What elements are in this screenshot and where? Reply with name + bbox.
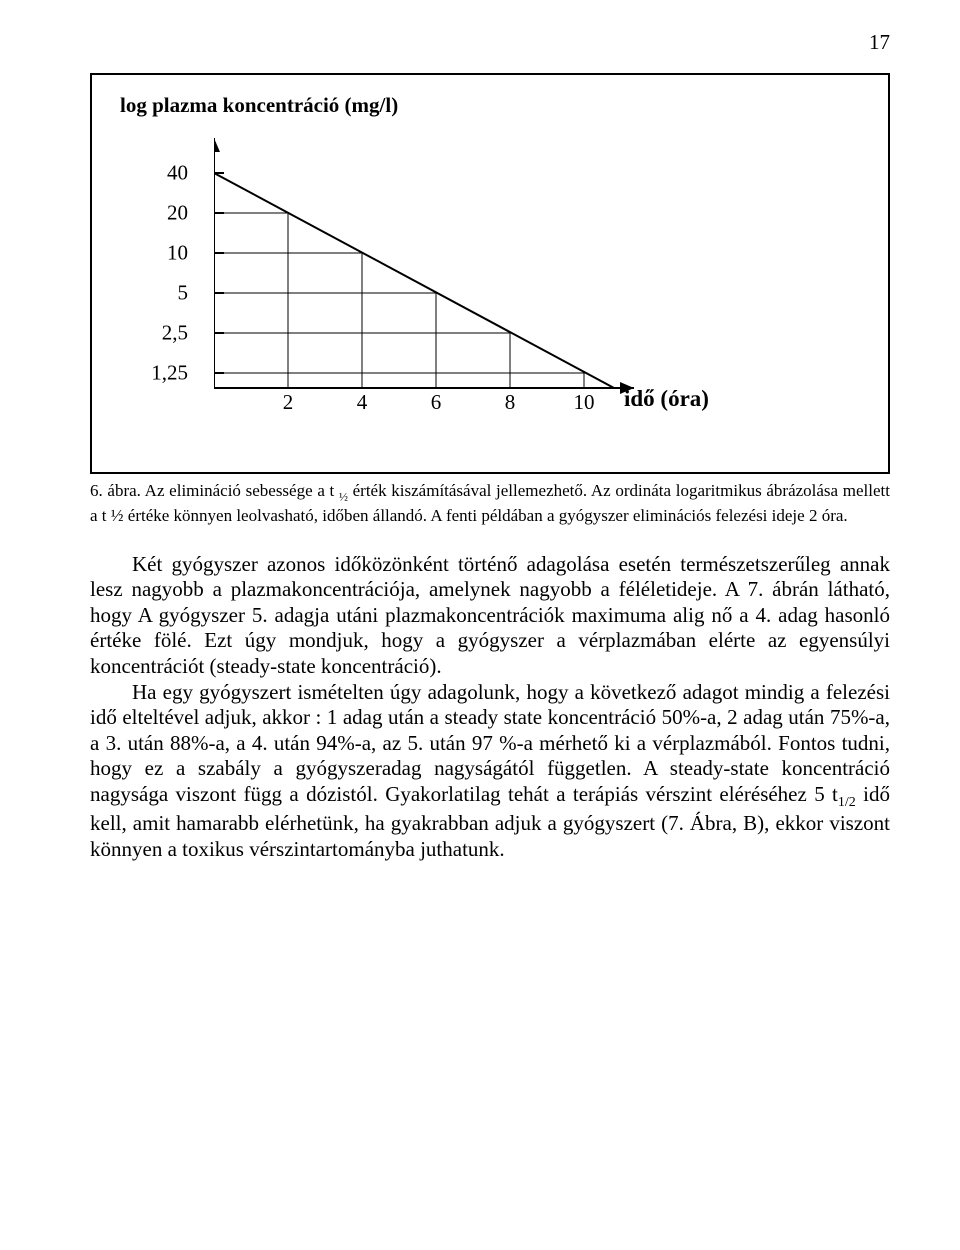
y-axis-labels: 40 20 10 5 2,5 1,25 [142,138,202,428]
paragraph-2: Ha egy gyógyszert ismételten úgy adagolu… [90,680,890,863]
chart-svg [214,138,644,398]
x-tick-label: 6 [431,390,442,415]
body-text: Két gyógyszer azonos időközönként történ… [90,552,890,863]
y-tick-label: 5 [178,281,189,306]
x-tick-label: 8 [505,390,516,415]
y-tick-label: 1,25 [151,361,188,386]
y-axis-title: log plazma koncentráció (mg/l) [120,93,866,118]
y-tick-label: 10 [167,241,188,266]
y-tick-label: 20 [167,201,188,226]
x-tick-label: 2 [283,390,294,415]
para2-a: Ha egy gyógyszert ismételten úgy adagolu… [90,680,890,806]
y-tick-label: 2,5 [162,321,188,346]
page-number: 17 [90,30,890,55]
caption-lead: 6. ábra. [90,481,141,500]
chart-area: 40 20 10 5 2,5 1,25 [144,138,866,428]
y-tick-label: 40 [167,161,188,186]
chart-container: log plazma koncentráció (mg/l) 40 20 10 … [90,73,890,474]
para2-sub: 1/2 [838,795,856,810]
x-axis-title: idő (óra) [624,386,709,412]
x-tick-label: 4 [357,390,368,415]
caption-text-a: Az elimináció sebessége a t [141,481,339,500]
x-tick-label: 10 [574,390,595,415]
caption-half: ½ [339,489,348,503]
figure-caption: 6. ábra. Az elimináció sebessége a t ½ é… [90,480,890,528]
paragraph-1: Két gyógyszer azonos időközönként történ… [90,552,890,680]
